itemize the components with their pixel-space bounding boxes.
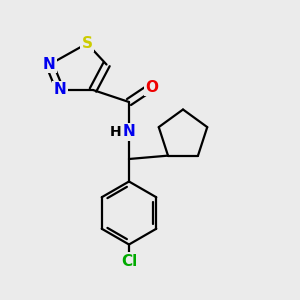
Text: H: H <box>110 125 121 139</box>
Text: N: N <box>43 57 56 72</box>
Text: O: O <box>145 80 158 94</box>
Text: Cl: Cl <box>121 254 137 268</box>
Text: N: N <box>54 82 66 98</box>
Text: S: S <box>82 36 92 51</box>
Text: N: N <box>123 124 135 140</box>
